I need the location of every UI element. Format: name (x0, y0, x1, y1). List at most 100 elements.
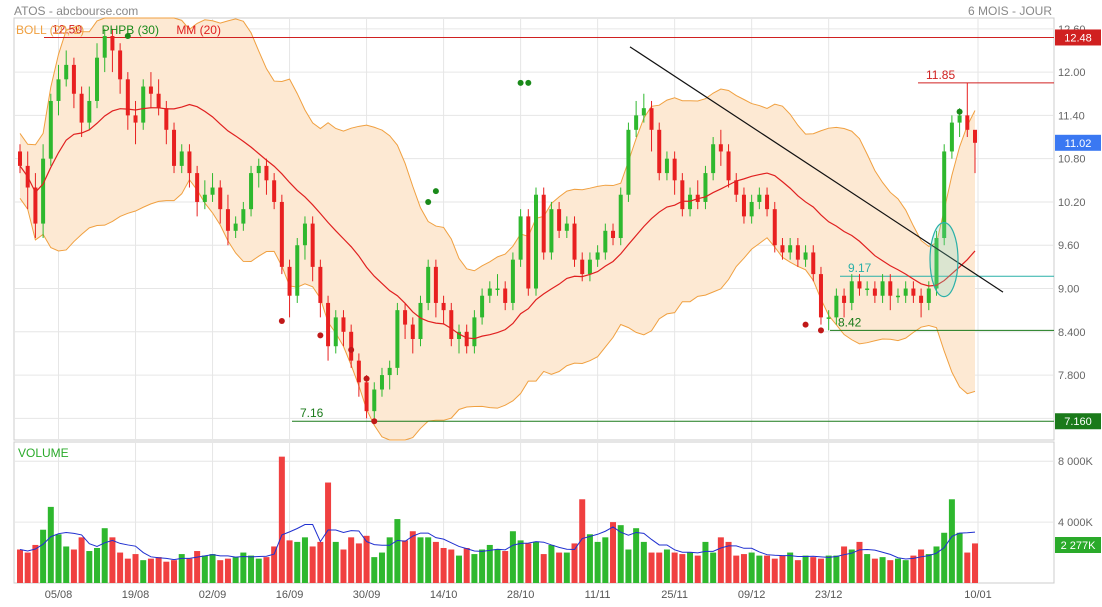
candle-body (703, 173, 708, 202)
volume-bar (848, 549, 855, 583)
price-level-badge-text: 7.160 (1064, 416, 1092, 428)
volume-bar (24, 552, 31, 583)
volume-bar (640, 541, 647, 583)
volume-bar (548, 544, 555, 583)
volume-bar (286, 540, 293, 583)
candle-body (688, 194, 693, 210)
volume-bar (810, 557, 817, 583)
volume-bar (871, 558, 878, 583)
volume-bar (440, 547, 447, 583)
candle-body (803, 252, 808, 260)
candle-body (110, 36, 115, 51)
volume-bar (525, 543, 532, 583)
volume-bar (633, 528, 640, 583)
volume-bar (40, 529, 47, 583)
candle-body (249, 173, 254, 210)
volume-bar (463, 547, 470, 583)
x-tick-label: 28/10 (507, 589, 535, 601)
volume-bar (502, 551, 509, 583)
x-tick-label: 14/10 (430, 589, 458, 601)
volume-bar (78, 537, 85, 583)
candle-body (880, 281, 885, 296)
candle-body (118, 50, 123, 80)
extreme-marker (317, 332, 324, 339)
candle-body (156, 93, 161, 109)
volume-bar (787, 552, 794, 583)
moving-average-line (19, 103, 976, 340)
x-tick-label: 05/08 (45, 589, 73, 601)
x-tick-label: 23/12 (815, 589, 843, 601)
volume-badge (1055, 537, 1101, 553)
volume-bar (687, 552, 694, 583)
volume-bar (94, 547, 101, 583)
volume-bar (301, 537, 308, 583)
volume-bar (663, 549, 670, 583)
price-level-label: 12.50 (52, 22, 82, 36)
volume-bar (32, 544, 39, 583)
volume-bar (679, 554, 686, 583)
extreme-marker (432, 188, 439, 195)
candle-body (541, 194, 546, 253)
volume-bar (132, 554, 139, 583)
volume-bar (648, 552, 655, 583)
volume-bar (147, 558, 154, 583)
candle-body (472, 317, 477, 347)
volume-bar (155, 557, 162, 583)
candle-body (95, 57, 100, 101)
price-level-label: 8.42 (838, 315, 862, 329)
extreme-marker (956, 108, 963, 115)
volume-bar (140, 560, 147, 583)
volume-bar (194, 551, 201, 583)
bollinger-band-fill (20, 18, 975, 440)
candle-body (395, 310, 400, 368)
volume-bar (594, 541, 601, 583)
candle-body (811, 252, 816, 275)
candle-body (595, 252, 600, 260)
candle-body (618, 194, 623, 239)
candle-body (48, 100, 53, 159)
candle-body (580, 259, 585, 275)
candle-body (611, 230, 616, 239)
candle-body (87, 100, 92, 123)
candle-body (965, 115, 970, 130)
volume-bar (271, 546, 278, 583)
candle-body (287, 266, 292, 296)
volume-bar (556, 552, 563, 583)
candle-body (526, 216, 531, 289)
volume-bar (710, 552, 717, 583)
candle-body (572, 223, 577, 260)
volume-bar (117, 552, 124, 583)
volume-bar (887, 560, 894, 583)
candle-body (826, 317, 831, 319)
volume-bar (825, 555, 832, 583)
volume-bar (925, 554, 932, 583)
candle-body (741, 194, 746, 217)
candle-body (934, 238, 939, 289)
candle-body (172, 129, 177, 166)
candle-body (41, 158, 46, 224)
volume-bar (448, 549, 455, 583)
candle-body (218, 187, 223, 210)
candle-body (788, 245, 793, 253)
trendline (629, 46, 1004, 293)
bollinger-upper (19, 17, 976, 272)
candle-body (949, 122, 954, 152)
volume-bar (425, 537, 432, 583)
candle-body (872, 288, 877, 296)
volume-bar (894, 558, 901, 583)
extreme-marker (371, 418, 378, 425)
price-tick-label: 11.40 (1058, 110, 1085, 122)
volume-bar (586, 534, 593, 583)
candle-body (711, 144, 716, 174)
volume-bar (348, 537, 355, 583)
volume-badge-text: 2 277K (1061, 540, 1097, 552)
candle-body (734, 180, 739, 195)
volume-bar (163, 561, 170, 583)
candle-body (626, 129, 631, 195)
candle-body (772, 209, 777, 246)
volume-bar (101, 528, 108, 583)
volume-average-line (19, 524, 976, 561)
candle-body (464, 331, 469, 347)
volume-bar (817, 558, 824, 583)
